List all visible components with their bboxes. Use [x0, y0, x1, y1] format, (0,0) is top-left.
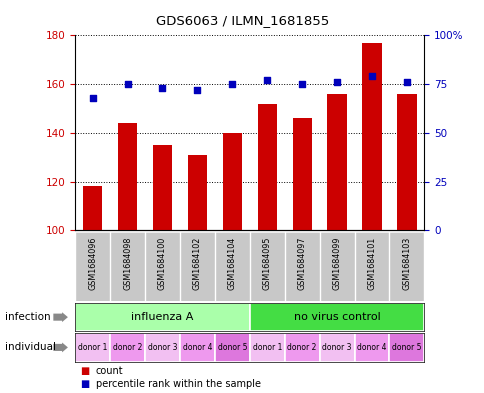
Bar [75, 333, 110, 362]
Bar [187, 155, 207, 230]
Bar [222, 133, 242, 230]
Text: GSM1684102: GSM1684102 [193, 236, 201, 290]
Text: donor 2: donor 2 [287, 343, 316, 352]
Bar [214, 333, 249, 362]
Text: GDS6063 / ILMN_1681855: GDS6063 / ILMN_1681855 [155, 14, 329, 27]
Point [333, 79, 340, 85]
Text: count: count [95, 366, 123, 376]
Bar [284, 333, 319, 362]
Bar [152, 145, 172, 230]
Text: individual: individual [5, 342, 56, 353]
Point [228, 81, 236, 87]
Text: GSM1684098: GSM1684098 [123, 236, 132, 290]
Text: GSM1684099: GSM1684099 [332, 236, 341, 290]
Bar [249, 333, 284, 362]
Text: influenza A: influenza A [131, 312, 193, 322]
Text: GSM1684100: GSM1684100 [158, 236, 166, 290]
Text: infection: infection [5, 312, 50, 322]
Text: donor 1: donor 1 [252, 343, 281, 352]
Text: GSM1684095: GSM1684095 [262, 236, 271, 290]
Bar [362, 43, 381, 230]
Bar [180, 333, 214, 362]
Text: donor 4: donor 4 [182, 343, 212, 352]
Text: donor 4: donor 4 [357, 343, 386, 352]
Text: percentile rank within the sample: percentile rank within the sample [95, 379, 260, 389]
Bar [354, 333, 389, 362]
Text: no virus control: no virus control [293, 312, 379, 322]
Point [89, 95, 96, 101]
Point [367, 73, 375, 79]
Text: ■: ■ [80, 366, 89, 376]
Text: donor 3: donor 3 [148, 343, 177, 352]
Bar [292, 118, 311, 230]
Bar [257, 104, 276, 230]
Bar [118, 123, 137, 230]
Bar [396, 94, 416, 230]
Point [263, 77, 271, 83]
Point [298, 81, 305, 87]
Point [402, 79, 410, 85]
Point [193, 87, 201, 93]
Bar [145, 333, 180, 362]
Bar [327, 94, 346, 230]
Text: ■: ■ [80, 379, 89, 389]
Text: donor 3: donor 3 [322, 343, 351, 352]
Point [123, 81, 131, 87]
Text: GSM1684104: GSM1684104 [227, 236, 236, 290]
Bar [75, 303, 249, 331]
Text: donor 5: donor 5 [392, 343, 421, 352]
Text: GSM1684096: GSM1684096 [88, 236, 97, 290]
Text: GSM1684097: GSM1684097 [297, 236, 306, 290]
Bar [110, 333, 145, 362]
Text: donor 1: donor 1 [78, 343, 107, 352]
Text: donor 2: donor 2 [113, 343, 142, 352]
Bar [83, 186, 102, 230]
Bar [319, 333, 354, 362]
Point [158, 85, 166, 91]
Text: GSM1684101: GSM1684101 [367, 236, 376, 290]
Bar [249, 303, 424, 331]
Bar [389, 333, 424, 362]
Text: donor 5: donor 5 [217, 343, 246, 352]
Text: GSM1684103: GSM1684103 [402, 236, 410, 290]
